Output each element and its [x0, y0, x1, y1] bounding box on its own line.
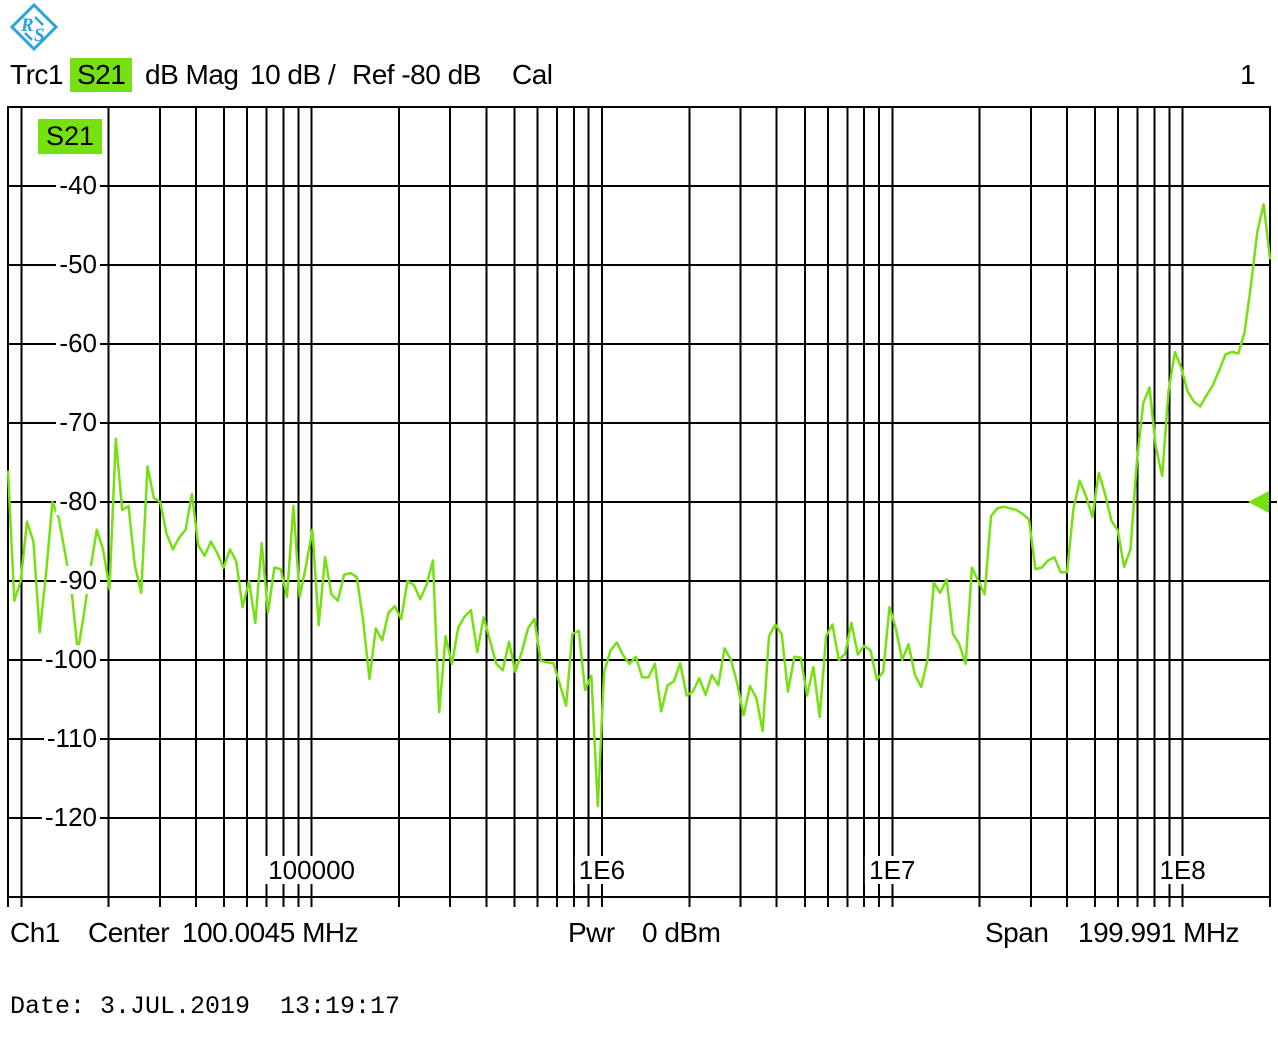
center-label: Center: [88, 917, 170, 948]
window-number-label: 1: [1240, 59, 1256, 90]
y-axis-label: -80: [56, 487, 100, 515]
trace-name-label: Trc1: [10, 59, 63, 90]
span-label: Span: [985, 917, 1049, 948]
y-axis-label: -100: [41, 645, 100, 673]
span-value[interactable]: 199.991 MHz: [1078, 917, 1240, 948]
power-value[interactable]: 0 dBm: [642, 917, 721, 948]
trace-format-field[interactable]: dB Mag: [145, 59, 239, 90]
plot-area: [6, 106, 1277, 907]
x-axis-label: 1E8: [1155, 856, 1210, 884]
center-frequency-value[interactable]: 100.0045 MHz: [182, 917, 359, 948]
svg-text:R: R: [20, 15, 34, 36]
y-axis-label: -60: [56, 329, 100, 357]
rohde-schwarz-logo: R S: [10, 3, 58, 51]
power-label: Pwr: [568, 917, 615, 948]
scale-per-div-field[interactable]: 10 dB /: [250, 59, 336, 90]
trace-s21: [6, 202, 1272, 808]
svg-text:S: S: [34, 25, 45, 46]
y-axis-label: -110: [43, 724, 100, 752]
y-axis-label: -90: [56, 566, 100, 594]
y-axis-label: -40: [56, 171, 100, 199]
x-axis-label: 1E6: [574, 856, 630, 884]
cal-state-badge: Cal: [512, 59, 553, 90]
y-axis-label: -50: [56, 250, 100, 278]
y-axis-label: -120: [41, 803, 100, 831]
trace-label-badge[interactable]: S21: [38, 119, 103, 154]
x-axis-label: 100000: [264, 856, 359, 884]
measurement-field[interactable]: S21: [70, 58, 133, 92]
x-axis-label: 1E7: [865, 856, 920, 884]
ref-level-marker[interactable]: [1248, 491, 1269, 513]
ref-level-field[interactable]: Ref -80 dB: [352, 59, 481, 90]
date-time-stamp: Date: 3.JUL.2019 13:19:17: [10, 992, 401, 1021]
y-axis-label: -70: [56, 408, 100, 436]
channel-label: Ch1: [10, 917, 60, 948]
